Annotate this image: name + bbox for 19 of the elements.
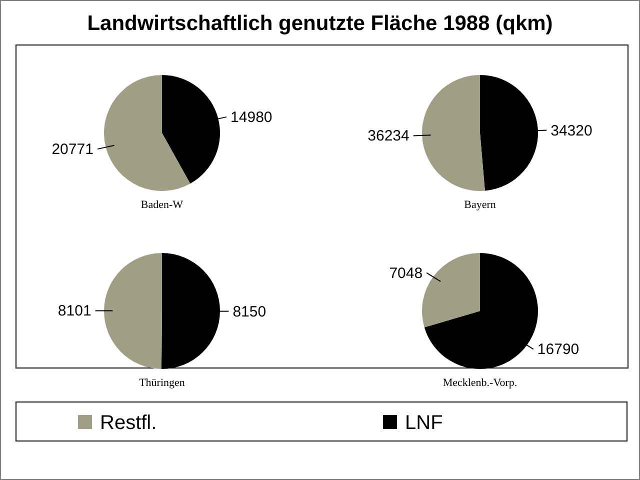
text: Landwirtschaftlich genutzte Fläche 1988 (qkm) (87, 12, 553, 35)
text: Mecklenb.-Vorp. (442, 377, 518, 389)
data-label: 7048 (389, 264, 423, 282)
text: Thüringen (139, 377, 186, 389)
pie-slice (104, 253, 162, 369)
data-label: 36234 (368, 128, 410, 145)
data-label: 20771 (52, 141, 94, 158)
text: Bayern (464, 199, 496, 211)
legend-label: Restfl. (100, 412, 157, 434)
data-label: 8150 (232, 303, 266, 320)
data-label: 8101 (58, 302, 92, 320)
data-label: 14980 (230, 108, 272, 126)
data-label: 16790 (537, 341, 580, 358)
pie-slice (422, 253, 480, 328)
data-label: 34320 (550, 122, 592, 140)
text: Baden-W (140, 199, 184, 211)
pie-slice (422, 75, 485, 191)
legend-label: LNF (405, 412, 443, 434)
pie-slice (104, 75, 190, 191)
